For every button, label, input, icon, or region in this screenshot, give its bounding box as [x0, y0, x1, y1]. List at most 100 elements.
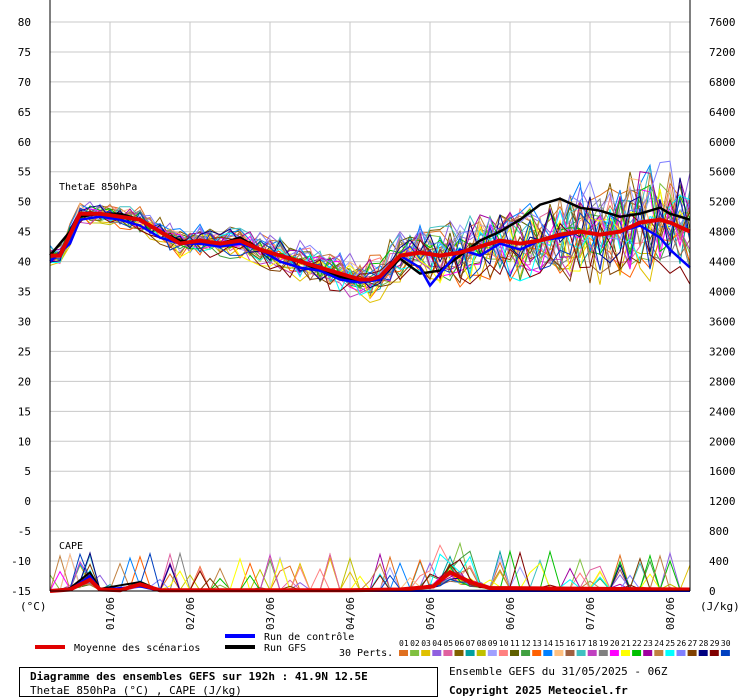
right-tick-label: 4800 — [709, 226, 736, 239]
member-number: 10 — [499, 639, 509, 648]
member-swatch — [720, 650, 730, 656]
member-swatch — [532, 650, 542, 656]
member-swatch — [565, 650, 575, 656]
date-tick-label: 08/06 — [664, 597, 677, 630]
member-number: 25 — [665, 639, 675, 648]
member-swatch — [454, 650, 464, 656]
chart-subtitle: ThetaE 850hPa (°C) , CAPE (J/kg) — [30, 684, 242, 697]
member-swatch — [621, 650, 630, 656]
left-tick-label: 55 — [18, 166, 31, 179]
legend-control-label: Run de contrôle — [264, 631, 354, 643]
member-swatch — [687, 650, 697, 656]
member-number: 28 — [699, 639, 709, 648]
member-swatch — [521, 650, 531, 656]
date-tick-label: 05/06 — [424, 597, 437, 630]
member-swatch — [676, 650, 686, 656]
right-tick-label: 5600 — [709, 166, 736, 179]
member-legend: 01 02 03 04 05 06 07 08 09 10 11 12 13 14 15 16 17 18 19 20… — [399, 639, 731, 656]
member-number: 15 — [554, 639, 564, 648]
chart-grid — [50, 21, 690, 592]
member-number: 17 — [577, 639, 587, 648]
left-tick-label: 65 — [18, 106, 31, 119]
left-tick-label: 10 — [18, 435, 31, 448]
member-swatch — [510, 650, 519, 656]
member-swatch — [421, 650, 431, 656]
run-info: Ensemble GEFS du 31/05/2025 - 06Z — [449, 665, 668, 678]
member-swatch — [632, 650, 642, 656]
member-swatch — [498, 650, 508, 656]
right-tick-label: 7600 — [709, 16, 736, 29]
member-number: 30 — [721, 639, 731, 648]
right-tick-label: 400 — [709, 555, 729, 568]
left-tick-label: 25 — [18, 345, 31, 358]
member-swatch — [543, 650, 553, 656]
legend-gfs-label: Run GFS — [264, 643, 306, 654]
member-number: 12 — [521, 639, 531, 648]
cape-series-label: CAPE — [59, 541, 83, 552]
member-swatch — [443, 650, 453, 656]
member-number: 22 — [632, 639, 642, 648]
member-number: 18 — [588, 639, 598, 648]
date-tick-label: 02/06 — [184, 597, 197, 630]
cape-mean-line — [49, 569, 691, 593]
left-tick-label: 35 — [18, 286, 31, 299]
chart-axes: 80757065605550454035302520151050-5-10-15… — [11, 0, 736, 630]
member-number: 01 — [399, 639, 409, 648]
right-tick-label: 800 — [709, 525, 729, 538]
left-tick-label: 15 — [18, 405, 31, 418]
member-swatch — [487, 650, 497, 656]
member-swatch — [665, 650, 675, 656]
right-tick-label: 2400 — [709, 405, 736, 418]
member-number: 07 — [466, 639, 476, 648]
plot-area — [50, 22, 690, 591]
left-unit-label: (°C) — [20, 600, 47, 613]
member-number: 24 — [654, 639, 664, 648]
member-number: 05 — [443, 639, 453, 648]
member-swatch — [432, 650, 442, 656]
right-tick-label: 2000 — [709, 435, 736, 448]
member-number: 14 — [543, 639, 553, 648]
left-tick-label: 70 — [18, 76, 31, 89]
thetae-mean-line — [50, 211, 691, 282]
member-number: 27 — [688, 639, 698, 648]
member-number: 11 — [510, 639, 520, 648]
left-tick-label: 5 — [24, 465, 31, 478]
chart-title: Diagramme des ensembles GEFS sur 192h : … — [30, 670, 368, 683]
left-tick-label: -10 — [11, 555, 31, 568]
member-swatch — [410, 650, 420, 656]
member-number: 19 — [599, 639, 609, 648]
member-number: 20 — [610, 639, 620, 648]
right-tick-label: 7200 — [709, 46, 736, 59]
date-tick-label: 07/06 — [584, 597, 597, 630]
right-tick-label: 3600 — [709, 315, 736, 328]
left-tick-label: 0 — [24, 495, 31, 508]
right-tick-label: 1200 — [709, 495, 736, 508]
left-tick-label: 60 — [18, 136, 31, 149]
member-swatch — [587, 650, 597, 656]
right-tick-label: 6000 — [709, 136, 736, 149]
member-number: 29 — [710, 639, 720, 648]
member-swatch — [643, 650, 653, 656]
left-tick-label: 80 — [18, 16, 31, 29]
member-number: 04 — [432, 639, 442, 648]
right-tick-label: 0 — [709, 585, 716, 598]
member-swatch — [476, 650, 486, 656]
left-tick-label: 45 — [18, 226, 31, 239]
member-number: 08 — [477, 639, 487, 648]
member-number: 06 — [455, 639, 465, 648]
info-box: Diagramme des ensembles GEFS sur 192h : … — [19, 667, 438, 697]
member-thetae-line — [49, 197, 691, 288]
member-number: 16 — [566, 639, 576, 648]
left-tick-label: -15 — [11, 585, 31, 598]
right-tick-label: 4000 — [709, 286, 736, 299]
member-number: 03 — [421, 639, 431, 648]
member-swatch — [399, 650, 408, 656]
member-swatch — [554, 650, 564, 656]
left-tick-label: 50 — [18, 196, 31, 209]
member-swatch — [609, 650, 619, 656]
member-number: 26 — [677, 639, 687, 648]
copyright: Copyright 2025 Meteociel.fr — [449, 684, 628, 697]
member-swatch — [654, 650, 664, 656]
member-swatch — [465, 650, 475, 656]
member-number: 21 — [621, 639, 631, 648]
